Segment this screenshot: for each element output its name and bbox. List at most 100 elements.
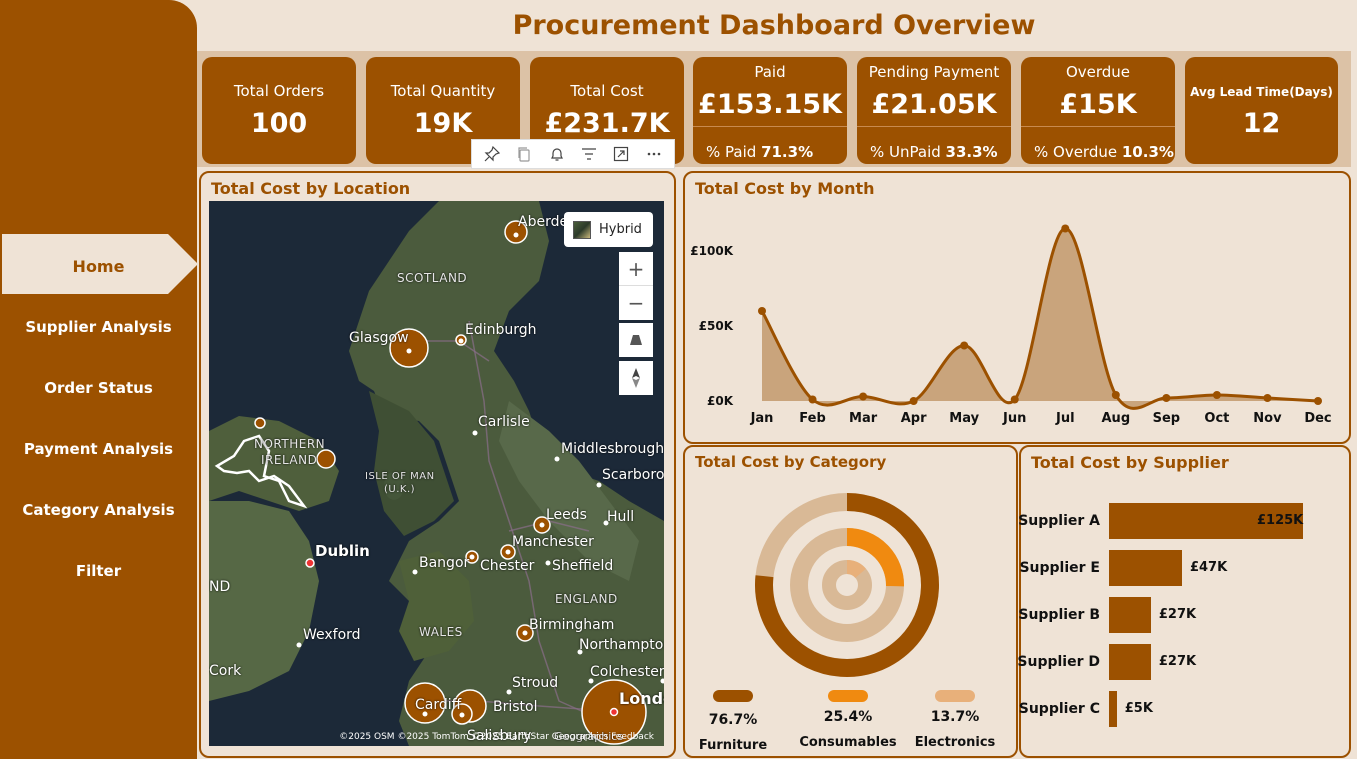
month-chart-title: Total Cost by Month — [695, 179, 875, 198]
month-tick-label: Oct — [1204, 411, 1229, 426]
month-chart: Jan Feb Mar Apr May Jun Jul Aug Sep Oct Nov Dec £0K £… — [690, 224, 1332, 426]
nav-payment-analysis[interactable]: Payment Analysis — [23, 440, 174, 458]
legend-label: Furniture — [698, 738, 768, 753]
supplier-bar-supplier-c[interactable] — [1109, 691, 1117, 727]
legend-swatch-consumables — [828, 690, 868, 702]
map-label-uk: (U.K.) — [384, 484, 416, 495]
focus-mode-icon[interactable] — [608, 142, 634, 166]
kpi-paid: Paid £153.15K % Paid 71.3% — [693, 57, 847, 164]
page-title: Procurement Dashboard Overview — [512, 10, 1036, 41]
zoom-out-button[interactable]: − — [619, 286, 653, 320]
map-attribution[interactable]: ©2025 OSM ©2025 TomTom ©2025 EarthStar G… — [339, 732, 654, 742]
month-tick-label: May — [949, 411, 979, 426]
month-tick-label: Dec — [1304, 411, 1331, 426]
map-label-scotland: SCOTLAND — [397, 271, 468, 285]
kpi-sub-value: 71.3% — [761, 143, 814, 161]
supplier-bar-supplier-e[interactable] — [1109, 550, 1182, 586]
map-label-wales: WALES — [419, 625, 463, 639]
hybrid-thumbnail-icon — [573, 220, 591, 239]
tilt-button[interactable] — [619, 323, 653, 357]
kpi-sub-value: 33.3% — [945, 143, 998, 161]
map-label-scarborough: Scarboro — [602, 467, 664, 483]
nav-category-analysis[interactable]: Category Analysis — [22, 501, 175, 519]
map-label-sheffield: Sheffield — [552, 558, 614, 574]
kpi-value: 100 — [250, 108, 308, 139]
pin-icon[interactable] — [479, 142, 505, 166]
map-label-colchester: Colchester — [590, 664, 664, 680]
month-point-jun[interactable] — [1010, 395, 1019, 404]
zoom-in-button[interactable]: + — [619, 252, 653, 286]
month-point-sep[interactable] — [1162, 394, 1171, 402]
kpi-sub-value: 10.3% — [1121, 143, 1174, 161]
supplier-bar-supplier-b[interactable] — [1109, 597, 1151, 633]
nav-home[interactable]: Home — [72, 256, 125, 276]
month-point-dec[interactable] — [1314, 397, 1322, 405]
month-point-nov[interactable] — [1263, 394, 1272, 402]
legend-percent: 13.7% — [930, 709, 980, 725]
map-label-bristol: Bristol — [493, 699, 538, 715]
category-ring-electronics[interactable] — [846, 560, 866, 579]
month-tick-label: Sep — [1153, 411, 1181, 426]
kpi-label: Total Orders — [233, 82, 325, 100]
map-style-button[interactable]: Hybrid — [564, 212, 653, 247]
supplier-data-label: £27K — [1158, 607, 1197, 622]
month-point-may[interactable] — [960, 341, 969, 350]
supplier-chart-title: Total Cost by Supplier — [1031, 453, 1229, 472]
map-label-geographics: Geographics — [554, 730, 624, 743]
month-point-mar[interactable] — [859, 392, 868, 401]
map-label-manchester: Manchester — [512, 534, 594, 550]
month-point-oct[interactable] — [1212, 391, 1221, 399]
category-ring-consumables[interactable] — [846, 528, 904, 587]
kpi-total-quantity: Total Quantity 19K — [366, 57, 520, 164]
bubble-cardiff — [404, 682, 446, 724]
kpi-value: 12 — [1242, 108, 1281, 139]
month-point-jan[interactable] — [758, 307, 766, 315]
month-y-tick-label: £100K — [690, 244, 733, 258]
nav-order-status[interactable]: Order Status — [44, 379, 153, 397]
legend-percent: 25.4% — [823, 709, 873, 725]
kpi-total-orders: Total Orders 100 — [202, 57, 356, 164]
month-tick-label: Apr — [901, 411, 927, 426]
supplier-category-label: Supplier D — [1017, 654, 1100, 670]
legend-swatch-furniture — [713, 690, 753, 702]
map-label-cork: Cork — [209, 663, 242, 679]
month-tick-label: Jul — [1055, 411, 1075, 426]
supplier-bar-supplier-d[interactable] — [1109, 644, 1151, 680]
month-point-apr[interactable] — [909, 397, 918, 405]
map-label-chester: Chester — [480, 558, 535, 574]
map-label-birmingham: Birmingham — [529, 617, 615, 633]
supplier-category-label: Supplier B — [1018, 607, 1100, 623]
month-tick-label: Aug — [1102, 411, 1131, 426]
nav-supplier-analysis[interactable]: Supplier Analysis — [25, 318, 172, 336]
compass-button[interactable] — [619, 361, 653, 395]
month-tick-label: Jun — [1002, 411, 1026, 426]
copy-icon[interactable] — [511, 142, 537, 166]
kpi-divider — [693, 126, 847, 127]
month-point-feb[interactable] — [808, 395, 817, 404]
tilt-icon — [630, 335, 642, 345]
map-canvas[interactable]: Aberdeen SCOTLAND Glasgow Edinburgh Carl… — [209, 201, 664, 746]
kpi-subtext: % UnPaid 33.3% — [870, 143, 998, 161]
kpi-value: £231.7K — [544, 108, 670, 139]
map-label-london: London — [619, 689, 664, 708]
legend-label: Consumables — [799, 735, 897, 750]
map-style-label: Hybrid — [599, 222, 642, 237]
month-point-aug[interactable] — [1111, 391, 1120, 399]
kpi-label: Avg Lead Time(Days) — [1190, 85, 1333, 99]
filter-icon[interactable] — [576, 142, 602, 166]
visual-header-toolbar — [471, 139, 675, 169]
map-label-glasgow: Glasgow — [349, 330, 409, 346]
category-ring-furniture[interactable] — [755, 493, 939, 677]
supplier-data-label: £125K — [1257, 513, 1304, 528]
kpi-subtext: % Paid 71.3% — [706, 143, 813, 161]
supplier-bar-supplier-a[interactable] — [1109, 503, 1303, 539]
bell-icon[interactable] — [544, 142, 570, 166]
kpi-label: Paid — [754, 63, 786, 81]
more-options-icon[interactable] — [641, 142, 667, 166]
kpi-sub-label: % UnPaid — [870, 143, 941, 161]
map-label-bangor: Bangor — [419, 555, 470, 571]
month-point-jul[interactable] — [1061, 224, 1070, 233]
nav-filter[interactable]: Filter — [75, 562, 122, 580]
kpi-divider — [857, 126, 1011, 127]
map-label-wexford: Wexford — [303, 627, 361, 643]
